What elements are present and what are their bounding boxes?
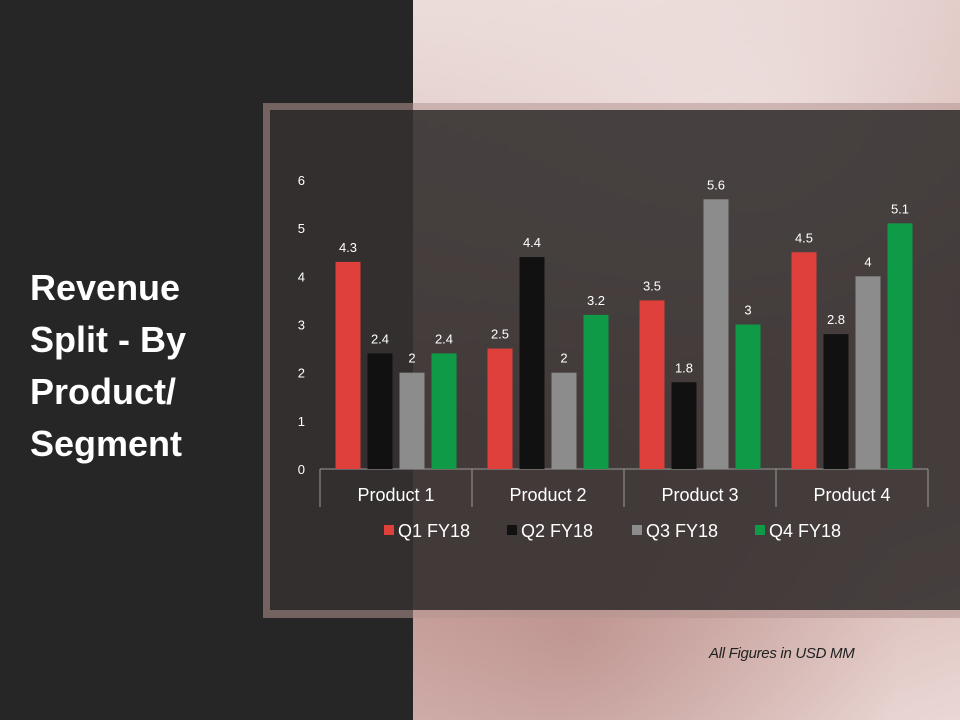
y-tick-label: 1 <box>298 414 305 429</box>
data-label: 4.5 <box>795 230 813 245</box>
bar <box>335 261 361 469</box>
legend-swatch <box>632 525 642 535</box>
y-tick-label: 5 <box>298 221 305 236</box>
data-label: 2.5 <box>491 327 509 342</box>
data-label: 2.4 <box>371 331 389 346</box>
legend-swatch <box>384 525 394 535</box>
bar <box>855 276 881 469</box>
category-label: Product 1 <box>357 485 434 505</box>
data-label: 3.5 <box>643 278 661 293</box>
bar <box>399 372 425 469</box>
title-line: Segment <box>30 423 183 464</box>
data-label: 2.8 <box>827 312 845 327</box>
bar <box>367 353 393 469</box>
data-label: 2 <box>560 351 567 366</box>
bar <box>823 334 849 469</box>
bar <box>791 252 817 469</box>
legend-swatch <box>755 525 765 535</box>
y-tick-label: 2 <box>298 366 305 381</box>
data-label: 2 <box>408 351 415 366</box>
bar <box>551 372 577 469</box>
data-label: 5.6 <box>707 177 725 192</box>
title-line: Revenue <box>30 267 181 308</box>
bar <box>519 257 545 469</box>
data-label: 5.1 <box>891 201 909 216</box>
legend-label: Q3 FY18 <box>646 521 718 541</box>
data-label: 2.4 <box>435 331 453 346</box>
bar <box>735 324 761 469</box>
category-label: Product 4 <box>813 485 890 505</box>
data-label: 4.4 <box>523 235 541 250</box>
y-tick-label: 0 <box>298 462 305 477</box>
slide-title: Revenue Split - By Product/ Segment <box>30 262 260 470</box>
data-label: 1.8 <box>675 360 693 375</box>
category-label: Product 3 <box>661 485 738 505</box>
legend-label: Q2 FY18 <box>521 521 593 541</box>
legend-label: Q1 FY18 <box>398 521 470 541</box>
y-tick-label: 6 <box>298 173 305 188</box>
legend-swatch <box>507 525 517 535</box>
bar <box>887 223 913 469</box>
data-label: 4 <box>864 254 871 269</box>
bar <box>671 382 697 469</box>
bar <box>639 300 665 469</box>
bar <box>583 314 609 469</box>
data-label: 4.3 <box>339 240 357 255</box>
y-tick-label: 4 <box>298 269 305 284</box>
data-label: 3.2 <box>587 293 605 308</box>
bar <box>431 353 457 469</box>
title-line: Split - By <box>30 319 187 360</box>
y-tick-label: 3 <box>298 318 305 333</box>
category-label: Product 2 <box>509 485 586 505</box>
data-label: 3 <box>744 303 751 318</box>
footnote: All Figures in USD MM <box>709 645 855 662</box>
bar <box>487 348 513 469</box>
title-line: Product/ <box>30 371 177 412</box>
legend-label: Q4 FY18 <box>769 521 841 541</box>
bar <box>703 199 729 469</box>
